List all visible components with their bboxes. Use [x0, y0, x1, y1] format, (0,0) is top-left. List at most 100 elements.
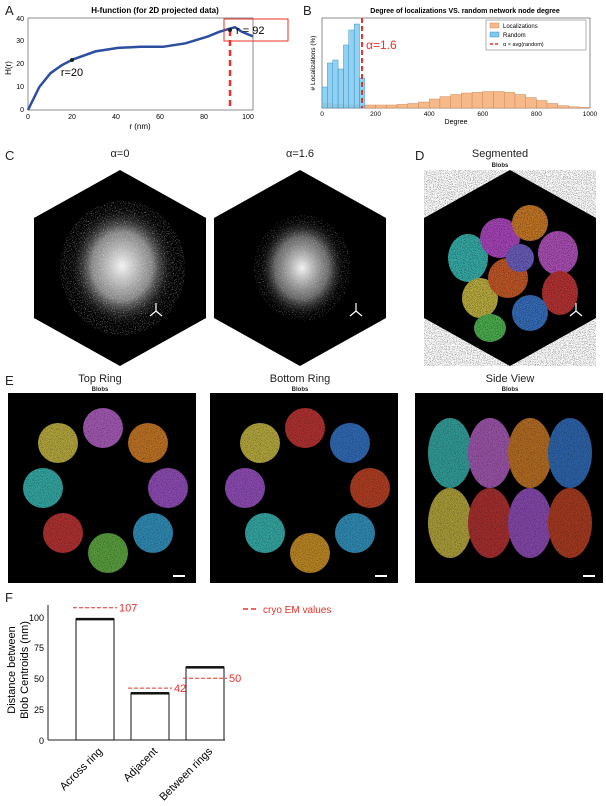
chart-b-title: Degree of localizations VS. random netwo… — [370, 8, 560, 15]
tick-f-0: 0 — [39, 736, 44, 746]
distance-bar — [185, 666, 225, 741]
cryo-legend-label: cryo EM values — [263, 605, 331, 616]
segmented-render — [424, 170, 596, 366]
tick-x-0: 0 — [26, 114, 30, 121]
tick-b-200: 200 — [370, 111, 381, 118]
localizations-bar — [579, 107, 591, 109]
cryo-em-value: 107 — [119, 603, 137, 615]
top-ring-render — [8, 393, 196, 583]
chart-a-ylabel: H(r) — [4, 61, 13, 75]
random-bar — [348, 29, 355, 109]
random-bar — [321, 86, 328, 109]
r92-annotation: r = 92 — [236, 25, 264, 37]
tick-x-40: 40 — [112, 114, 120, 121]
localizations-bar — [396, 104, 408, 109]
chart-a-frame — [27, 17, 254, 111]
random-bar — [327, 62, 333, 109]
side-view-render — [415, 393, 603, 583]
legend-alpha-label: α × avg(random) — [503, 42, 544, 48]
cryo-em-value: 50 — [229, 673, 241, 685]
distance-bar — [75, 618, 115, 741]
category-label: Between rings — [157, 745, 215, 803]
error-bar — [131, 692, 169, 695]
h-function-line — [26, 25, 254, 111]
tick-b-400: 400 — [424, 111, 435, 118]
localizations-bar — [557, 105, 569, 109]
random-bar — [337, 68, 344, 109]
bottom-ring-subtitle: Blobs — [291, 387, 309, 393]
localizations-bar — [386, 104, 398, 109]
alpha-0-render — [34, 170, 206, 366]
panel-c-title-2: α=1.6 — [285, 148, 315, 160]
category-label: Across ring — [58, 746, 105, 793]
r20-marker — [70, 58, 74, 62]
chart-b-ylabel: # Localizations (%) — [310, 36, 317, 91]
localizations-bar — [450, 94, 462, 109]
tick-f-25: 25 — [34, 705, 44, 715]
chart-a-xlabel: r (nm) — [129, 122, 151, 131]
localizations-bar — [418, 101, 430, 109]
tick-b-1000: 1000 — [583, 111, 598, 118]
bottom-ring-title: Bottom Ring — [269, 373, 331, 385]
legend-random-swatch — [489, 31, 500, 38]
random-bar — [353, 23, 360, 109]
tick-y-20: 20 — [16, 61, 24, 68]
letter-a: A — [5, 3, 14, 18]
top-ring-title: Top Ring — [78, 373, 122, 385]
side-view-subtitle: Blobs — [501, 387, 519, 393]
localizations-bar — [428, 98, 441, 109]
r92-box — [223, 18, 289, 42]
letter-e: E — [5, 373, 14, 388]
alpha-annotation: α=1.6 — [366, 38, 397, 52]
tick-b-0: 0 — [320, 111, 324, 118]
localizations-bar — [439, 96, 451, 109]
tick-y-30: 30 — [16, 38, 24, 45]
panel-c-title-1: α=0 — [110, 148, 130, 160]
error-bar — [186, 666, 224, 669]
localizations-bar — [514, 94, 526, 109]
localizations-bar — [504, 92, 516, 109]
letter-d: D — [415, 148, 425, 163]
h-function-chart: H-function (for 2D projected data) H(r) … — [4, 6, 289, 131]
letter-f: F — [5, 590, 13, 605]
alpha-1-6-render — [214, 170, 386, 366]
legend-random-label: Random — [503, 33, 526, 39]
localizations-bar — [536, 100, 548, 109]
bottom-ring-render — [210, 393, 398, 583]
localizations-bar — [407, 103, 419, 109]
tick-x-60: 60 — [156, 114, 164, 121]
degree-histogram: Degree of localizations VS. random netwo… — [310, 8, 598, 126]
random-bar — [332, 59, 339, 109]
chart-f-ylabel-2: Blob Centroids (nm) — [19, 621, 31, 719]
tick-b-800: 800 — [531, 111, 542, 118]
panel-d-title: Segmented — [471, 148, 529, 160]
letter-c: C — [5, 148, 15, 163]
r92-marker — [228, 28, 232, 32]
panel-d-subtitle: Blobs — [491, 163, 509, 169]
r20-annotation: r=20 — [61, 67, 83, 79]
chart-a-title: H-function (for 2D projected data) — [91, 6, 219, 15]
legend-loc-swatch — [489, 22, 500, 29]
top-ring-subtitle: Blobs — [91, 387, 109, 393]
distance-bar — [130, 692, 170, 741]
chart-f-ylabel-1: Distance between — [6, 626, 18, 713]
error-bar — [76, 617, 114, 621]
side-view-title: Side View — [485, 373, 535, 385]
tick-f-100: 100 — [29, 613, 44, 623]
random-bar — [343, 44, 349, 109]
tick-f-50: 50 — [34, 674, 44, 684]
cryo-em-value: 42 — [174, 683, 186, 695]
localizations-bar — [493, 91, 505, 109]
letter-b: B — [303, 3, 312, 18]
localizations-bar — [546, 103, 559, 109]
localizations-bar — [375, 104, 387, 109]
centroid-distance-chart: Distance between Blob Centroids (nm) 0 2… — [6, 603, 331, 804]
tick-x-20: 20 — [68, 114, 76, 121]
tick-y-40: 40 — [16, 16, 24, 23]
tick-x-100: 100 — [242, 114, 254, 121]
legend-b-box — [485, 19, 587, 51]
tick-x-80: 80 — [200, 114, 208, 121]
localizations-bar — [471, 92, 484, 109]
tick-f-75: 75 — [34, 643, 44, 653]
localizations-bar — [525, 97, 537, 109]
